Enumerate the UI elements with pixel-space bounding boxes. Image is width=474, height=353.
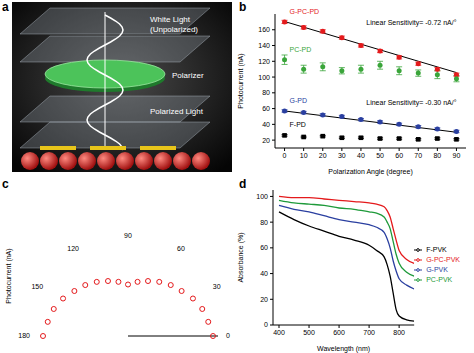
- svg-text:60: 60: [395, 152, 403, 159]
- svg-text:70: 70: [414, 152, 422, 159]
- svg-text:80: 80: [262, 89, 270, 96]
- svg-text:600: 600: [333, 329, 345, 336]
- svg-text:0: 0: [264, 321, 268, 328]
- html-text:PC-PVK: PC-PVK: [426, 275, 453, 283]
- html-text:a: a: [2, 0, 9, 14]
- svg-text:50: 50: [376, 152, 384, 159]
- svg-text:180: 180: [18, 332, 30, 339]
- svg-text:Polarized Light: Polarized Light: [150, 107, 204, 116]
- svg-text:150: 150: [31, 283, 43, 290]
- svg-text:60: 60: [260, 244, 268, 251]
- svg-text:0: 0: [283, 152, 287, 159]
- svg-text:100: 100: [258, 74, 270, 81]
- svg-text:80: 80: [433, 152, 441, 159]
- html-text:G-PVK: G-PVK: [426, 265, 448, 273]
- svg-text:500: 500: [303, 329, 315, 336]
- svg-text:G-PC-PD: G-PC-PD: [290, 8, 320, 15]
- html-text:d: d: [239, 177, 247, 191]
- svg-text:90: 90: [124, 232, 132, 239]
- svg-text:800: 800: [393, 329, 405, 336]
- svg-text:40: 40: [357, 152, 365, 159]
- svg-text:140: 140: [258, 42, 270, 49]
- svg-text:Photocurrent (nA): Photocurrent (nA): [237, 53, 245, 108]
- svg-text:90: 90: [453, 152, 461, 159]
- svg-text:PC-PD: PC-PD: [290, 46, 312, 53]
- svg-text:60: 60: [262, 105, 270, 112]
- svg-text:G-PD: G-PD: [290, 97, 308, 104]
- svg-text:30: 30: [213, 283, 221, 290]
- svg-text:20: 20: [262, 137, 270, 144]
- svg-text:60: 60: [177, 245, 185, 252]
- svg-text:100: 100: [256, 193, 268, 200]
- svg-text:Polarization Angle (degree): Polarization Angle (degree): [328, 168, 412, 176]
- html-text:b: b: [239, 0, 247, 14]
- svg-text:Polarizer: Polarizer: [172, 71, 204, 80]
- svg-text:Absorbance (%): Absorbance (%): [237, 232, 245, 282]
- svg-text:40: 40: [260, 270, 268, 277]
- svg-text:F-PD: F-PD: [290, 121, 306, 128]
- svg-text:120: 120: [67, 245, 79, 252]
- svg-text:700: 700: [363, 329, 375, 336]
- svg-text:80: 80: [260, 219, 268, 226]
- svg-text:30: 30: [338, 152, 346, 159]
- html-text:G-PC-PVK: G-PC-PVK: [426, 255, 460, 263]
- svg-text:White Light: White Light: [150, 15, 191, 24]
- svg-text:Linear Sensitivity= -0.30 nA/°: Linear Sensitivity= -0.30 nA/°: [366, 99, 456, 107]
- svg-text:10: 10: [300, 152, 308, 159]
- svg-text:Linear Sensitivity= -0.72 nA/°: Linear Sensitivity= -0.72 nA/°: [366, 19, 456, 27]
- svg-text:120: 120: [258, 58, 270, 65]
- svg-text:20: 20: [260, 296, 268, 303]
- svg-text:(Unpolarized): (Unpolarized): [150, 25, 198, 34]
- html-text:F-PVK: F-PVK: [426, 245, 447, 253]
- html-text:c: c: [2, 177, 9, 191]
- svg-text:400: 400: [273, 329, 285, 336]
- svg-text:Wavelength (nm): Wavelength (nm): [317, 345, 370, 353]
- svg-text:160: 160: [258, 26, 270, 33]
- html-text:Photocurrent (nA): Photocurrent (nA): [4, 248, 12, 304]
- svg-text:20: 20: [319, 152, 327, 159]
- svg-text:0: 0: [226, 332, 230, 339]
- svg-text:40: 40: [262, 121, 270, 128]
